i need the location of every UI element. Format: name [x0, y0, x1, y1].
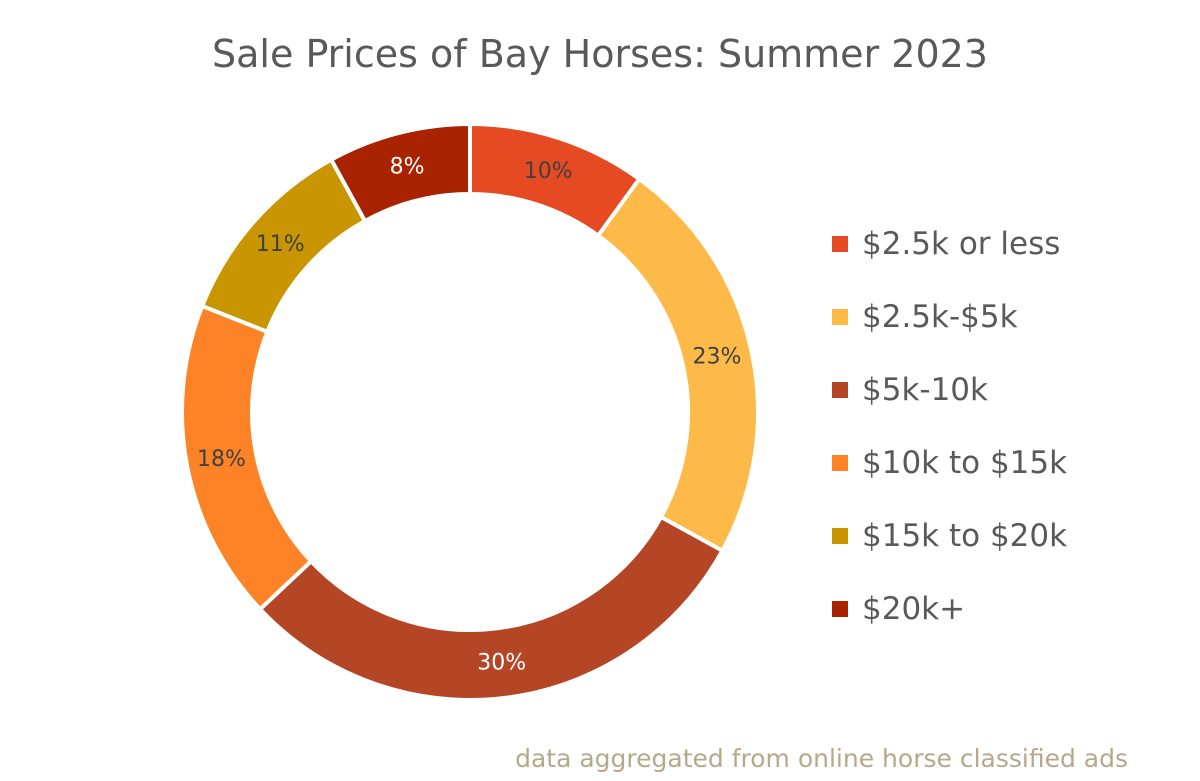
legend-swatch — [832, 455, 848, 471]
legend-label: $20k+ — [862, 591, 966, 627]
legend-swatch — [832, 382, 848, 398]
legend-label: $5k-10k — [862, 372, 988, 408]
legend-swatch — [832, 601, 848, 617]
slice-data-label: 8% — [390, 154, 425, 179]
legend-item-15k-to-20k: $15k to $20k — [832, 514, 1067, 558]
legend-label: $2.5k-$5k — [862, 299, 1018, 335]
legend-item-10k-to-15k: $10k to $15k — [832, 441, 1067, 485]
slice-data-label: 18% — [197, 447, 246, 472]
legend-item-2-5k-5k: $2.5k-$5k — [832, 295, 1067, 339]
legend-item-2-5k-or-less: $2.5k or less — [832, 222, 1067, 266]
chart-title: Sale Prices of Bay Horses: Summer 2023 — [212, 32, 988, 76]
donut-slice-20k — [328, 121, 472, 224]
slice-data-label: 11% — [256, 232, 305, 257]
legend-swatch — [832, 309, 848, 325]
slice-data-label: 10% — [524, 159, 573, 184]
chart-source-note: data aggregated from online horse classi… — [515, 744, 1128, 773]
donut-slice-5k-10k — [257, 514, 726, 702]
legend-item-20k: $20k+ — [832, 587, 1067, 631]
slice-data-label: 30% — [477, 651, 526, 676]
legend-label: $10k to $15k — [862, 445, 1068, 481]
slice-data-label: 23% — [692, 344, 741, 369]
legend-label: $15k to $20k — [862, 518, 1068, 554]
legend-label: $2.5k or less — [862, 226, 1061, 262]
legend-swatch — [832, 236, 848, 252]
legend-item-5k-10k: $5k-10k — [832, 368, 1067, 412]
chart-legend: $2.5k or less $2.5k-$5k $5k-10k $10k to $15… — [832, 222, 1067, 660]
legend-swatch — [832, 528, 848, 544]
